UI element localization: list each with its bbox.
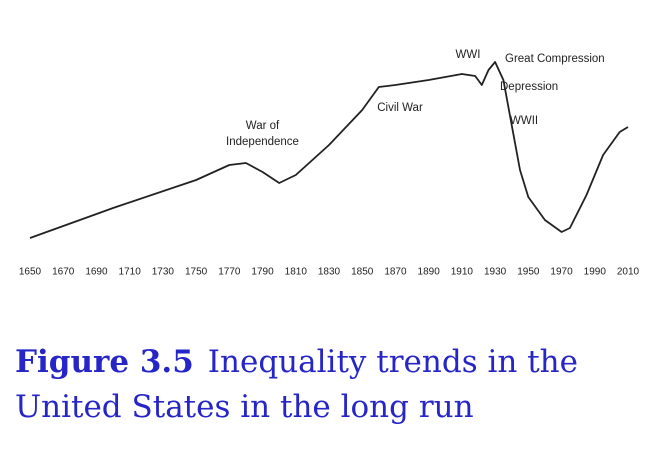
x-tick-label: 1690 — [85, 267, 108, 278]
annotation: WWII — [510, 115, 539, 127]
x-tick-label: 1770 — [218, 267, 241, 278]
x-tick-label: 1910 — [451, 267, 474, 278]
x-tick-label: 1670 — [52, 267, 75, 278]
x-tick-label: 1970 — [550, 267, 573, 278]
annotation: WWI — [455, 49, 481, 61]
x-tick-label: 1890 — [418, 267, 441, 278]
x-tick-label: 1810 — [285, 267, 308, 278]
x-tick-label: 1830 — [318, 267, 341, 278]
x-tick-label: 1930 — [484, 267, 507, 278]
x-tick-label: 1730 — [152, 267, 175, 278]
x-tick-label: 1850 — [351, 267, 374, 278]
annotation: Civil War — [377, 102, 423, 114]
x-tick-label: 1990 — [584, 267, 607, 278]
chart: 1650 1670 1690 1710 1730 1750 1770 1790 1810 1830… — [19, 61, 640, 278]
x-tick-label: 1950 — [517, 267, 540, 278]
figure-label: Figure 3.5 — [15, 344, 194, 380]
annotation: Depression — [500, 81, 559, 93]
x-tick-label: 1790 — [251, 267, 274, 278]
caption: Figure 3.5 Inequality trends in the Unite… — [15, 340, 655, 430]
line — [29, 61, 629, 239]
x-tick-label: 1650 — [19, 267, 42, 278]
x-tick-label: 1750 — [185, 267, 208, 278]
caption-text: Inequality trends in the United States i… — [15, 344, 578, 425]
x-tick-label: 1870 — [384, 267, 407, 278]
x-tick-label: 2010 — [617, 267, 640, 278]
x-tick-label: 1710 — [119, 267, 142, 278]
annotation: War of Independence — [226, 120, 299, 148]
annotation: Great Compression — [505, 53, 605, 65]
